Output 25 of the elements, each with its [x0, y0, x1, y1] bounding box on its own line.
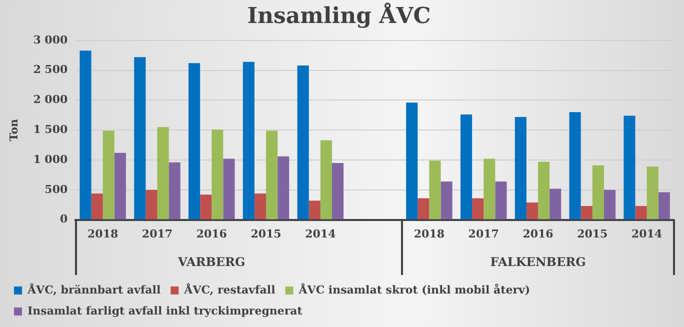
x-tick-label: 2018: [88, 227, 118, 240]
x-tick-label: 2014: [631, 227, 662, 240]
chart-title: Insamling ÅVC: [247, 2, 431, 29]
legend-label: ÅVC insamlat skrot (inkl mobil återv): [298, 282, 530, 296]
legend-label: ÅVC, brännbart avfall: [26, 282, 161, 296]
y-tick-label: 2 500: [33, 63, 68, 76]
y-tick-label: 0: [60, 212, 68, 226]
text: FALKENBERG: [490, 255, 586, 270]
y-tick-label: 2 000: [33, 93, 68, 106]
x-tick-label: 2017: [142, 227, 173, 240]
x-tick-label: 2015: [577, 227, 608, 240]
y-tick-label: 3 000: [33, 33, 68, 46]
x-tick-label: 2015: [250, 227, 282, 240]
x-tick-label: 2016: [196, 227, 228, 240]
x-tick-label: 2018: [414, 227, 445, 240]
x-tick-label: 2014: [305, 227, 336, 240]
y-axis-title: Ton: [7, 118, 20, 142]
text: VARBERG: [177, 255, 246, 270]
y-tick-label: 1 500: [33, 122, 68, 136]
legend-label: Insamlat farligt avfall inkl tryckimpregnerat: [28, 304, 304, 318]
x-tick-label: 2017: [468, 227, 499, 240]
y-tick-label: 500: [44, 182, 68, 196]
legend-label: ÅVC, restavfall: [183, 282, 276, 296]
y-tick-label: 1 000: [33, 152, 68, 166]
x-tick-label: 2016: [522, 227, 554, 240]
